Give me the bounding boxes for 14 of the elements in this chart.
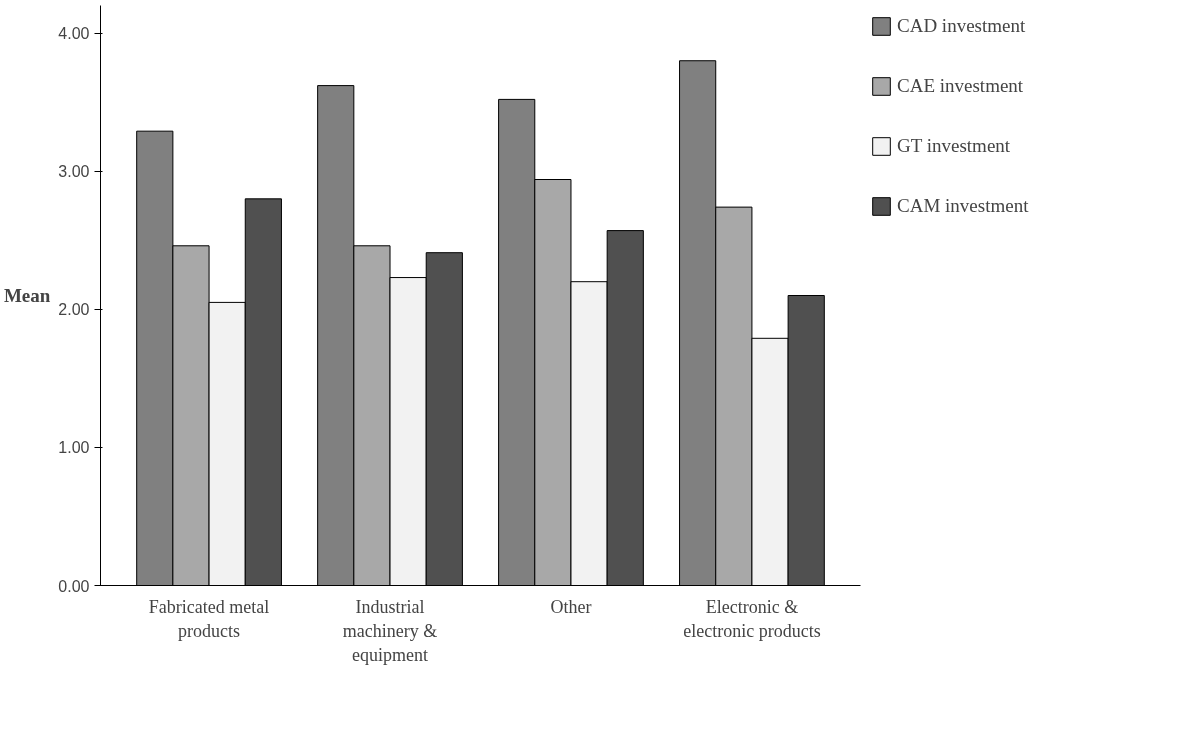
x-tick-label: Electronic & electronic products bbox=[683, 596, 821, 641]
y-axis-title: Mean bbox=[3, 285, 51, 306]
x-tick-label: Industrial machinery & equipment bbox=[342, 596, 438, 665]
x-tick-label: Fabricated metal products bbox=[148, 596, 270, 641]
x-tick-label: Other bbox=[550, 596, 592, 617]
legend-label: GT investment bbox=[897, 135, 1011, 157]
legend-label: CAM investment bbox=[897, 195, 1029, 217]
y-tick-label: 3.00 bbox=[58, 163, 90, 181]
y-tick-label: 2.00 bbox=[58, 301, 90, 319]
legend-label: CAE investment bbox=[897, 75, 1024, 97]
legend-label: CAD investment bbox=[897, 15, 1026, 37]
y-tick-label: 4.00 bbox=[58, 25, 90, 43]
y-tick-label: 0.00 bbox=[58, 577, 90, 595]
y-tick-label: 1.00 bbox=[58, 439, 90, 457]
